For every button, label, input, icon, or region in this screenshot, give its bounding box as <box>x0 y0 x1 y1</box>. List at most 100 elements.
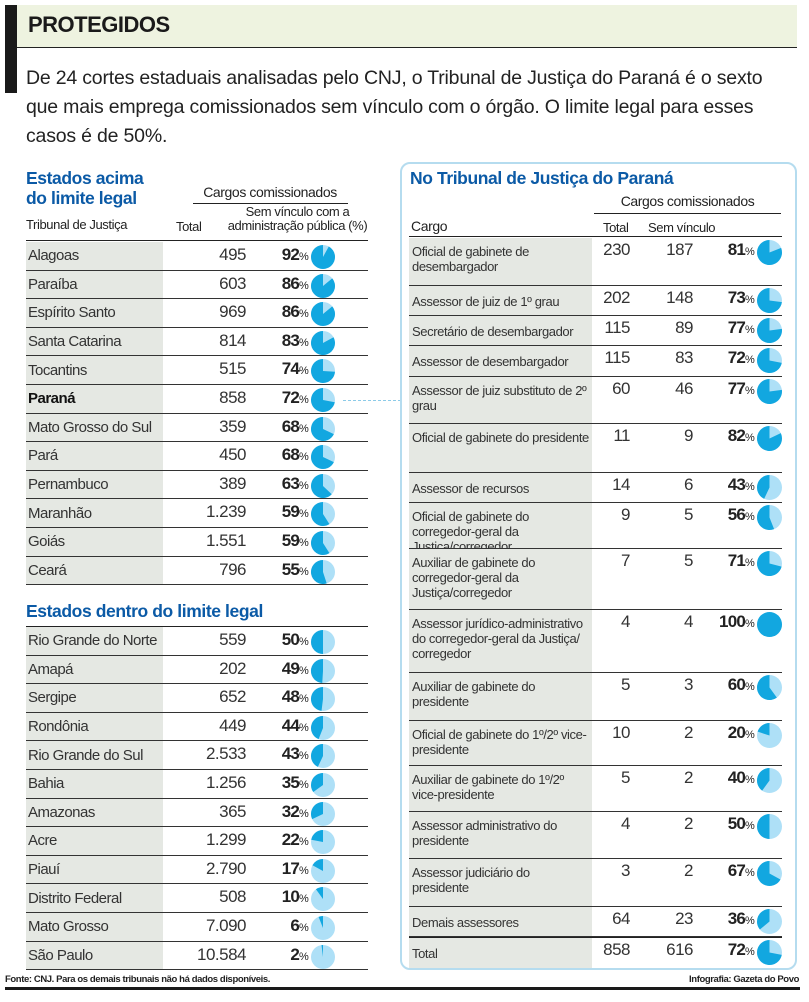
cargo-name: Auxiliar de gabinete do presidente <box>409 673 592 720</box>
table-row: São Paulo 10.584 2% <box>26 941 368 971</box>
pct-number: 40 <box>727 768 746 787</box>
pct-number: 81 <box>727 240 746 259</box>
pct-value: 72% <box>699 940 755 960</box>
cargo-name: Assessor de desembargador <box>409 346 592 376</box>
pct-unit: % <box>745 681 755 693</box>
sem-vinculo-value: 2 <box>684 723 693 742</box>
cargo-name: Oficial de gabinete do corregedor-geral … <box>409 503 592 554</box>
pct-value: 10% <box>266 887 309 907</box>
pct-value: 35% <box>266 773 309 793</box>
pct-value: 82% <box>699 426 755 446</box>
pie-chart-icon <box>310 387 336 418</box>
panel-header-rule <box>409 236 782 237</box>
table-row: Bahia 1.256 35% <box>26 770 368 799</box>
header-rule <box>26 240 368 241</box>
sem-vinculo-value: 23 <box>675 909 693 928</box>
pie-slice <box>757 551 782 576</box>
table-row: Assessor judiciário do presidente 3 2 67… <box>409 859 782 907</box>
state-name: Paraíba <box>26 270 163 299</box>
pie-slice <box>756 288 782 313</box>
total-value: 11 <box>613 426 630 445</box>
pct-unit: % <box>299 664 309 677</box>
pie-chart-icon <box>756 939 783 971</box>
group-header: Cargos comissionados <box>203 184 337 200</box>
sem-vinculo-value: 148 <box>666 288 693 307</box>
pct-unit: % <box>299 636 309 648</box>
total-value: 365 <box>219 801 246 821</box>
panel-group-header: Cargos comissionados <box>620 193 755 209</box>
pct-value: 43% <box>699 475 755 495</box>
sem-vinculo-value: 6 <box>684 475 693 494</box>
table-row: Tocantins 515 74% <box>26 356 368 385</box>
pct-number: 68 <box>281 416 300 436</box>
pct-value: 40% <box>699 768 755 788</box>
total-value: 1.299 <box>205 830 247 850</box>
pct-number: 55 <box>281 559 300 579</box>
pct-unit: % <box>299 893 309 906</box>
pie-chart-icon <box>310 530 336 561</box>
total-value: 515 <box>219 359 246 379</box>
state-name: Piauí <box>26 855 163 884</box>
table-row: Assessor de juiz substituto de 2º grau 6… <box>409 377 782 424</box>
pct-value: 50% <box>266 630 309 650</box>
pie-slice <box>310 531 330 555</box>
pie-slice <box>756 675 777 700</box>
section-title-above: Estados acima do limite legal <box>26 168 144 208</box>
pie-slice <box>311 445 334 470</box>
source-note: Fonte: CNJ. Para os demais tribunais não… <box>5 974 271 985</box>
sem-vinculo-value: 4 <box>684 612 693 631</box>
pct-number: 86 <box>281 302 300 322</box>
total-value: 5 <box>621 768 630 787</box>
total-value: 202 <box>603 288 630 307</box>
pie-chart-icon <box>310 330 336 361</box>
pie-chart-icon <box>310 358 336 389</box>
pct-unit: % <box>299 779 309 791</box>
pct-number: 63 <box>281 473 300 493</box>
pie-chart-icon <box>310 801 336 832</box>
pie-chart-icon <box>756 474 783 506</box>
pct-unit: % <box>299 251 309 263</box>
table-row: Pará 450 68% <box>26 442 368 471</box>
pct-value: 17% <box>266 859 309 879</box>
col-header-cargo: Cargo <box>411 218 448 234</box>
pct-value: 2% <box>266 945 308 965</box>
cargo-name: Assessor de recursos <box>409 473 592 502</box>
pie-chart-icon <box>756 722 783 754</box>
pct-value: 55% <box>266 559 309 580</box>
pie-slice <box>311 388 335 412</box>
sem-vinculo-value: 46 <box>675 379 693 398</box>
footer-rule <box>5 987 800 990</box>
total-value: 814 <box>219 330 246 350</box>
pct-value: 48% <box>266 687 309 707</box>
state-name: Maranhão <box>26 499 163 527</box>
table-row: Oficial de gabinete de desembargador 230… <box>409 238 782 286</box>
pie-slice <box>318 916 323 928</box>
pct-value: 43% <box>266 744 309 764</box>
table-row: Assessor administrativo do presidente 4 … <box>409 812 782 859</box>
total-value: 2.790 <box>205 858 247 878</box>
pie-slice <box>311 773 323 793</box>
pct-number: 43 <box>727 475 746 494</box>
pie-slice <box>757 348 782 373</box>
sem-vinculo-value: 2 <box>684 861 693 880</box>
pie-chart-icon <box>310 658 336 689</box>
pct-value: 6% <box>266 916 308 936</box>
table-row: Amazonas 365 32% <box>26 798 368 828</box>
pct-value: 100% <box>699 612 755 632</box>
pct-unit: % <box>299 451 309 464</box>
pct-value: 56% <box>699 505 755 525</box>
pct-value: 68% <box>266 416 309 437</box>
pie-slice <box>757 475 770 499</box>
sem-vinculo-value: 5 <box>684 551 693 570</box>
pct-value: 77% <box>699 379 755 399</box>
total-value: 1.239 <box>205 502 247 522</box>
table-row: Oficial de gabinete do corregedor-geral … <box>409 503 782 554</box>
pct-number: 59 <box>281 502 300 522</box>
pct-number: 50 <box>281 630 300 649</box>
panel-title: No Tribunal de Justiça do Paraná <box>410 168 674 188</box>
pct-unit: % <box>299 922 309 934</box>
pct-value: 81% <box>699 240 755 260</box>
pie-slice <box>312 858 323 871</box>
table-row: Pernambuco 389 63% <box>26 470 368 500</box>
pct-value: 60% <box>699 675 755 695</box>
